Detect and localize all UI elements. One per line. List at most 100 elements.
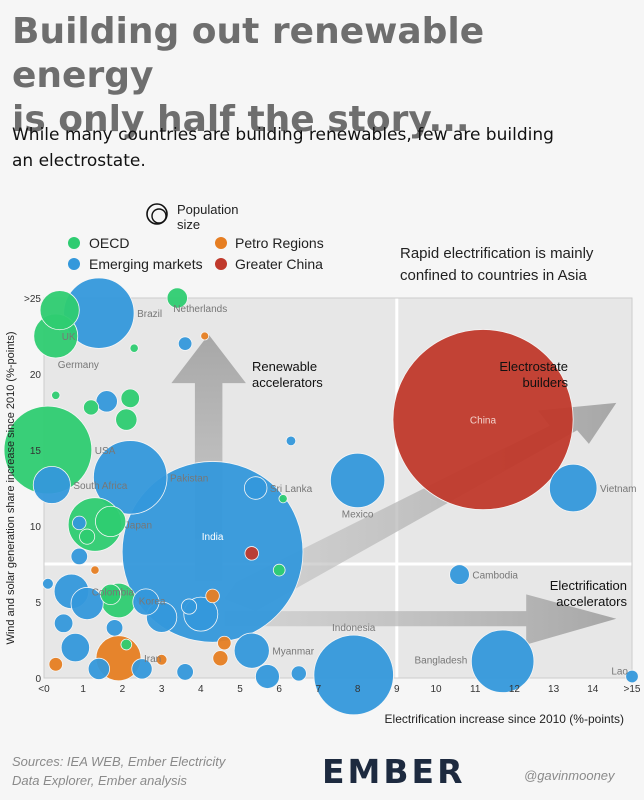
- point-label-india: India: [202, 532, 224, 543]
- point-point-56: [129, 343, 139, 353]
- y-tick-1: 5: [35, 598, 41, 609]
- point-point-30: [131, 658, 153, 680]
- point-point-25: [95, 390, 118, 413]
- ember-logo: EMBER: [322, 752, 466, 791]
- point-china: [392, 329, 574, 511]
- point-lao: [625, 669, 639, 684]
- x-tick-6: 6: [276, 684, 282, 695]
- x-tick-12: 12: [509, 684, 521, 695]
- annotation-line-1: Rapid electrification is mainly: [400, 245, 594, 262]
- point-label-south-africa: South Africa: [73, 481, 127, 492]
- y-tick-4: 20: [30, 370, 42, 381]
- point-labels-layer: China India USA Brazil Indonesia Pakistan Mexi…: [58, 304, 637, 678]
- point-point-57: [51, 390, 61, 400]
- y-tick-0: 0: [35, 674, 41, 685]
- point-point-52: [42, 577, 54, 590]
- point-point-49: [272, 563, 286, 577]
- x-tick-0: <0: [38, 684, 50, 695]
- point-point-23: [255, 664, 280, 689]
- y-tick-2: 10: [30, 522, 42, 533]
- y-tick-5: >25: [24, 294, 41, 305]
- point-label-vietnam: Vietnam: [600, 484, 637, 495]
- point-label-usa: USA: [95, 446, 116, 457]
- point-point-35: [105, 619, 124, 637]
- point-point-33: [53, 613, 74, 633]
- point-point-32: [120, 388, 140, 409]
- scatter-chart: Population size OECD Emerging markets Pe…: [3, 202, 641, 726]
- points-layer: [3, 277, 639, 716]
- point-label-lao: Lao: [611, 667, 628, 678]
- point-indonesia: [313, 634, 394, 716]
- point-india: [121, 461, 304, 643]
- point-label-brazil: Brazil: [137, 309, 162, 320]
- point-sri-lanka: [243, 476, 268, 500]
- legend-label-oecd: OECD: [89, 235, 129, 251]
- legend-size-label-1: Population: [177, 202, 238, 217]
- author-handle: @gavinmooney: [524, 768, 615, 783]
- point-point-37: [83, 399, 100, 416]
- point-label-uk: UK: [62, 332, 76, 343]
- x-tick-4: 4: [198, 684, 204, 695]
- point-label-cambodia: Cambodia: [472, 571, 518, 582]
- x-tick-2: 2: [120, 684, 126, 695]
- y-axis-ticks: 0 5 10 15 20 >25: [24, 294, 41, 685]
- point-pakistan: [93, 440, 168, 515]
- point-point-19: [95, 505, 127, 538]
- subtitle-line-2: an electrostate.: [12, 151, 146, 171]
- point-label-netherlands: Netherlands: [173, 304, 227, 315]
- point-point-42: [177, 336, 193, 351]
- quadrant-label-electrostate-2: builders: [522, 375, 568, 390]
- quadrant-label-renewable-2: accelerators: [252, 375, 323, 390]
- point-label-germany: Germany: [58, 360, 99, 371]
- point-point-29: [100, 583, 122, 605]
- point-point-39: [181, 598, 198, 615]
- legend-swatch-emerging: [68, 258, 80, 270]
- point-mexico: [329, 452, 386, 508]
- quadrant-label-electrification-2: accelerators: [556, 594, 627, 609]
- annotation-line-2: confined to countries in Asia: [400, 267, 587, 284]
- source-line-1: Sources: IEA WEB, Ember Electricity: [12, 754, 226, 769]
- point-label-pakistan: Pakistan: [170, 473, 208, 484]
- x-tick-5: 5: [237, 684, 243, 695]
- point-cambodia: [449, 564, 470, 585]
- subtitle-line-1: While many countries are building renewa…: [12, 125, 554, 145]
- point-vietnam: [549, 463, 598, 513]
- point-bangladesh: [470, 629, 535, 693]
- x-tick-7: 7: [316, 684, 322, 695]
- legend-size-icon-inner: [151, 208, 167, 224]
- legend-swatch-petro: [215, 237, 227, 249]
- source-line-2: Data Explorer, Ember analysis: [12, 773, 187, 788]
- legend-label-emerging: Emerging markets: [89, 256, 203, 272]
- point-point-50: [155, 653, 168, 666]
- quadrant-label-electrification-1: Electrification: [550, 578, 627, 593]
- point-point-18: [70, 587, 104, 621]
- point-point-36: [176, 663, 194, 681]
- point-myanmar: [233, 632, 270, 669]
- point-point-40: [212, 650, 229, 667]
- point-point-47: [48, 657, 63, 672]
- legend-label-china: Greater China: [235, 256, 323, 272]
- point-netherlands: [166, 287, 188, 309]
- point-point-41: [290, 665, 307, 682]
- x-tick-14: 14: [587, 684, 599, 695]
- arrow-right: [224, 594, 617, 645]
- title-line-2: is only half the story...: [12, 99, 470, 140]
- point-uk: [39, 290, 80, 331]
- point-point-43: [72, 515, 87, 531]
- point-point-55: [90, 565, 100, 575]
- quadrant-label-electrostate-1: Electrostate: [499, 359, 568, 374]
- legend-swatch-oecd: [68, 237, 80, 249]
- point-label-iran: Iran: [144, 654, 161, 665]
- legend-size-label-2: size: [177, 217, 200, 232]
- point-point-38: [79, 528, 96, 545]
- y-axis-label: Wind and solar generation share increase…: [5, 331, 17, 644]
- point-point-21: [60, 632, 90, 663]
- x-tick-8: 8: [355, 684, 361, 695]
- point-point-34: [70, 547, 88, 566]
- x-tick-11: 11: [470, 684, 481, 695]
- legend-swatch-china: [215, 258, 227, 270]
- legend-label-petro: Petro Regions: [235, 235, 324, 251]
- x-tick-15: >15: [624, 684, 641, 695]
- source-note: Sources: IEA WEB, Ember Electricity Data…: [12, 752, 225, 790]
- arrow-up: [171, 334, 246, 581]
